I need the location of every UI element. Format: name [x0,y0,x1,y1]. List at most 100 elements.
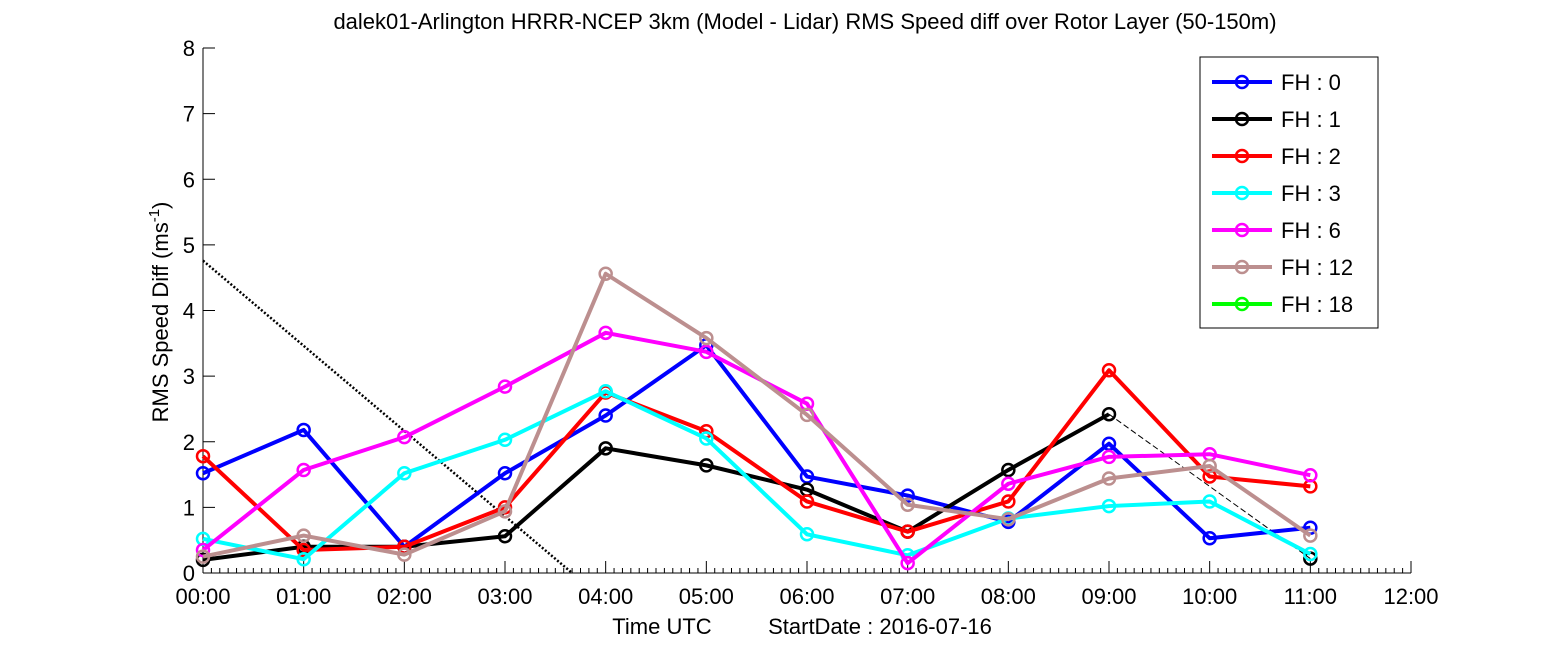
legend-label: FH : 0 [1281,70,1341,95]
y-axis: 0 1 2 3 4 5 6 7 8 [183,36,215,586]
legend-item: FH : 2 [1212,144,1341,169]
legend-item: FH : 3 [1212,181,1341,206]
data-point [598,441,613,456]
series-fh-2 [195,362,1318,558]
y-axis-label-close: ) [148,202,173,209]
data-point [598,383,613,399]
data-point [1303,528,1318,543]
legend-label: FH : 6 [1281,218,1341,243]
data-point [598,266,613,281]
legend-swatch-marker [1234,74,1250,90]
x-tick-label: 06:00 [779,584,834,609]
x-tick-label: 11:00 [1284,584,1337,609]
legend-swatch-marker [1234,222,1250,238]
series-line [202,343,1311,549]
data-point [1101,471,1117,486]
data-point [397,429,412,445]
data-point [296,528,311,543]
data-point [497,466,513,481]
start-date-label: StartDate : 2016-07-16 [768,614,992,639]
legend-item: FH : 0 [1212,70,1341,95]
legend-item: FH : 1 [1212,107,1341,132]
data-point [296,542,311,558]
data-point [1001,476,1016,491]
y-tick-label: 8 [183,36,195,61]
data-point [397,547,412,562]
legend-item: FH : 6 [1212,218,1341,243]
data-point [195,549,211,564]
series-fh-3 [195,383,1318,567]
x-tick-label: 08:00 [981,584,1036,609]
y-tick-label: 1 [183,495,195,520]
reference-lines [202,259,1311,574]
y-tick-label: 0 [183,561,195,586]
x-tick-label: 07:00 [880,584,935,609]
data-point [799,494,815,509]
legend-item: FH : 18 [1212,292,1353,317]
legend-swatch-marker [1234,296,1250,312]
legend-label: FH : 18 [1281,292,1353,317]
data-point [699,344,714,360]
legend-swatch-marker [1234,111,1250,127]
x-tick-label: 04:00 [578,584,633,609]
data-point [195,448,211,464]
legend-label: FH : 3 [1281,181,1341,206]
series-group [195,266,1318,571]
reference-line [1108,413,1311,559]
x-tick-label: 05:00 [679,584,734,609]
data-point [799,407,815,423]
legend-item: FH : 12 [1212,255,1353,280]
data-point [1202,458,1217,474]
legend-label: FH : 12 [1281,255,1353,280]
data-point [900,488,915,503]
data-point [598,325,613,341]
series-fh-6 [195,325,1318,571]
reference-line [202,259,573,574]
data-point [1202,469,1217,484]
data-point [1303,546,1318,562]
x-tick-label: 09:00 [1081,584,1136,609]
data-point [1001,494,1016,509]
y-axis-label-main: RMS Speed Diff (ms [148,222,173,422]
y-tick-label: 3 [183,364,195,389]
x-axis: 00:00 01:00 02:00 03:00 04:00 05:00 06:00 07:00… [175,561,1439,609]
series-line [202,412,1110,562]
data-point [1202,494,1217,509]
y-axis-label-unit-exponent: -1 [146,209,163,222]
y-tick-label: 2 [183,430,195,455]
data-point [497,504,513,519]
x-tick-label: 03:00 [477,584,532,609]
y-tick-label: 5 [183,233,195,258]
data-point [296,551,311,567]
x-axis-label: Time UTC [612,614,712,639]
legend-label: FH : 2 [1281,144,1341,169]
data-point [296,422,311,438]
data-point [195,466,211,481]
data-point [397,466,412,481]
y-tick-label: 6 [183,167,195,192]
data-point [1202,530,1217,546]
data-point [699,431,714,446]
legend: FH : 0 FH : 1 FH : 2 FH : 3 FH : 6 FH : 12 FH … [1199,56,1379,329]
data-point [799,527,815,542]
y-tick-label: 7 [183,102,195,127]
legend-swatch-marker [1234,185,1250,201]
series-line [202,389,1312,562]
data-point [1101,449,1117,465]
series-line [201,368,1311,553]
legend-label: FH : 1 [1281,107,1341,132]
legend-swatch-marker [1234,148,1250,164]
series-line [201,330,1311,566]
x-tick-label: 12:00 [1383,584,1438,609]
data-point [598,408,613,423]
data-point [1101,498,1117,514]
data-point [1101,362,1117,378]
y-tick-label: 4 [183,299,195,324]
data-point [497,529,513,544]
data-point [497,432,513,448]
series-fh-12 [195,266,1318,564]
data-point [699,458,714,473]
data-point [296,462,311,478]
data-point [1101,406,1117,422]
